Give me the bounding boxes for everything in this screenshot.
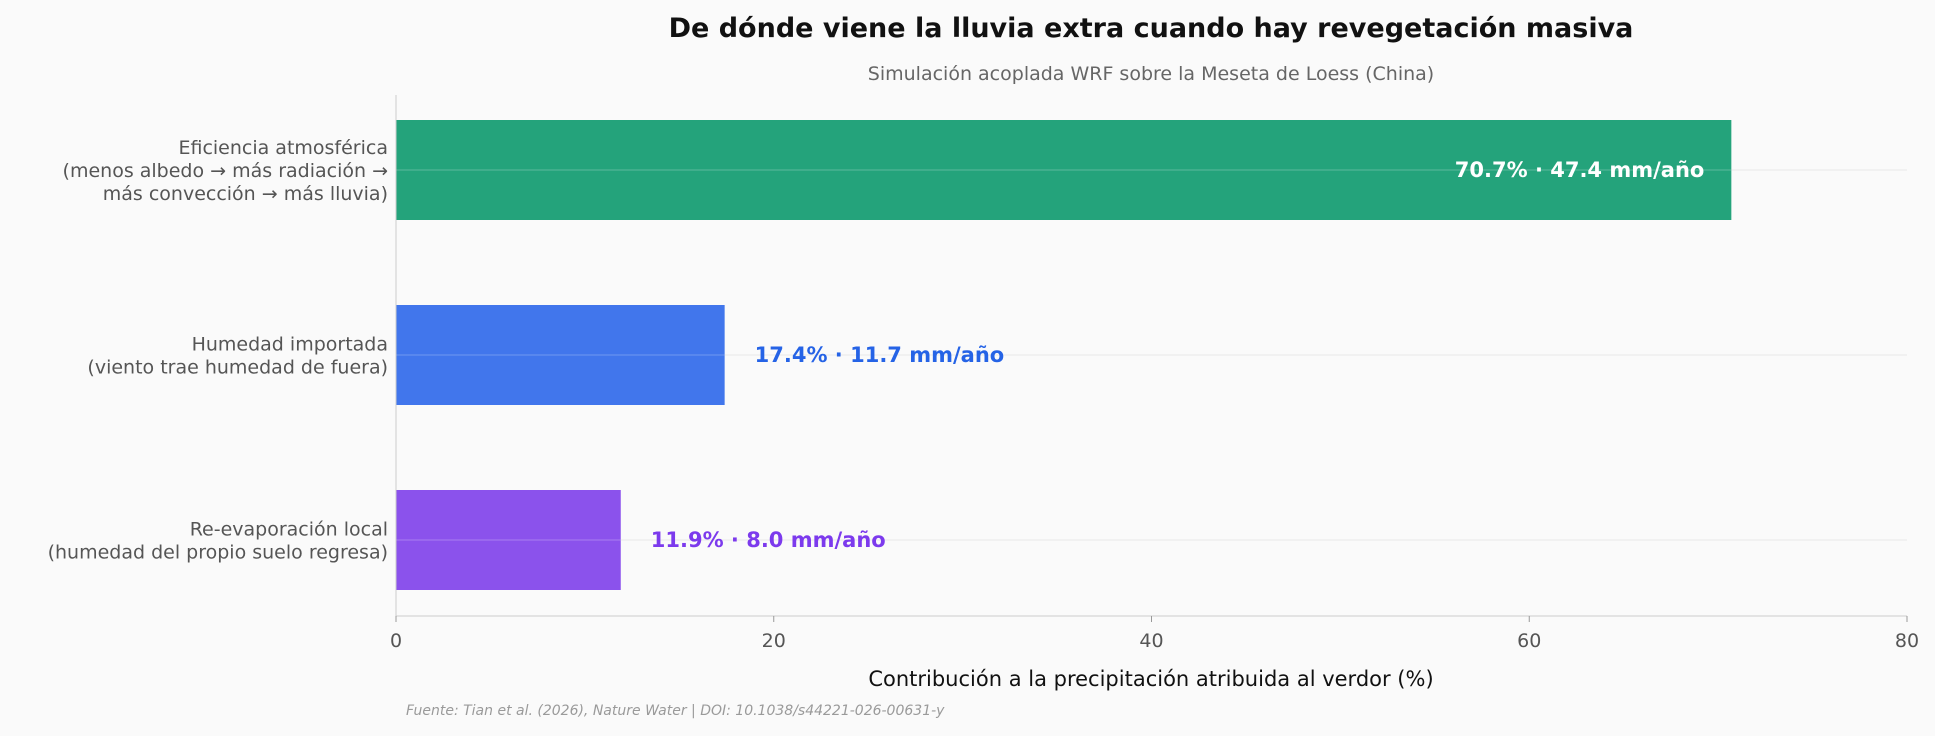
data-label: 11.9% · 8.0 mm/año <box>651 528 886 552</box>
x-tick-label: 40 <box>1139 630 1163 652</box>
data-label: 17.4% · 11.7 mm/año <box>755 343 1005 367</box>
category-label: Re-evaporación local (humedad del propio … <box>48 519 388 564</box>
x-tick-label: 80 <box>1895 630 1919 652</box>
bar-1 <box>396 120 1732 220</box>
data-label: 70.7% · 47.4 mm/año <box>1455 158 1705 182</box>
x-tick-label: 0 <box>390 630 402 652</box>
bar-3 <box>396 490 621 590</box>
bar-2 <box>396 305 725 405</box>
category-label: Eficiencia atmosférica (menos albedo → má… <box>63 137 388 205</box>
category-label: Humedad importada (viento trae humedad de… <box>87 334 388 379</box>
chart-title: De dónde viene la lluvia extra cuando ha… <box>669 13 1634 44</box>
source-footnote: Fuente: Tian et al. (2026), Nature Water… <box>406 703 945 719</box>
x-axis-label: Contribución a la precipitación atribuid… <box>868 667 1433 691</box>
x-tick-label: 60 <box>1517 630 1541 652</box>
chart-subtitle: Simulación acoplada WRF sobre la Meseta … <box>868 63 1434 85</box>
x-tick-label: 20 <box>762 630 786 652</box>
